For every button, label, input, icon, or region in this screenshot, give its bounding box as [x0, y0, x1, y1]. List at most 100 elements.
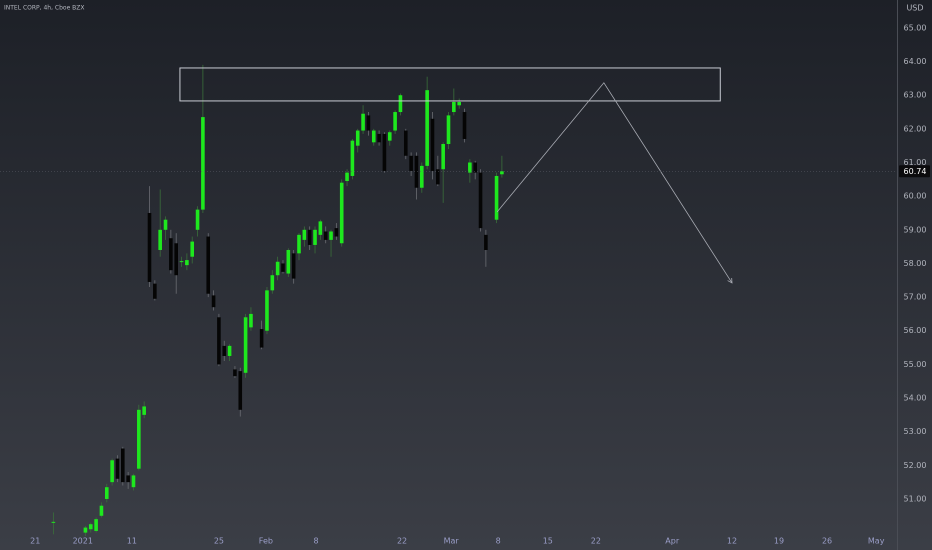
candle-body	[420, 165, 424, 188]
x-tick-label: 19	[774, 537, 784, 546]
candle-body	[361, 113, 365, 131]
candle-body	[302, 229, 307, 240]
x-tick-label: 15	[543, 537, 553, 546]
candle-body	[414, 155, 419, 188]
candle-body	[206, 236, 211, 294]
x-tick-label: Mar	[444, 537, 460, 546]
candle-body	[393, 112, 397, 131]
x-tick-label: 22	[397, 537, 407, 546]
candle-body	[371, 130, 376, 143]
y-tick-label: 59.00	[904, 225, 927, 234]
candle-body	[457, 101, 461, 106]
candle-body	[259, 329, 264, 348]
x-tick-label: 8	[314, 537, 319, 546]
candle-body	[307, 229, 312, 245]
candle-body	[425, 90, 429, 166]
candle-body	[211, 295, 216, 308]
x-tick-label: 26	[822, 537, 832, 546]
candle-body	[137, 409, 141, 469]
candle-body	[195, 209, 200, 230]
candle-body	[334, 228, 339, 237]
y-tick-label: 62.00	[904, 124, 927, 133]
x-tick-label: 21	[30, 537, 40, 546]
x-tick-label: Apr	[665, 537, 680, 546]
candle-body	[462, 112, 467, 139]
y-tick-label: 60.00	[904, 192, 927, 201]
candle-body	[366, 115, 371, 131]
candle-body	[345, 172, 349, 182]
candle-body	[473, 162, 477, 173]
candle-body	[355, 130, 360, 146]
candle-body	[387, 132, 392, 141]
candle-body	[185, 260, 189, 266]
candle-body	[83, 527, 88, 533]
x-tick-label: 12	[727, 537, 737, 546]
candle-body	[313, 229, 317, 245]
candle-body	[286, 249, 291, 274]
candle-body	[115, 458, 120, 479]
x-tick-label: 8	[496, 537, 501, 546]
candle-body	[398, 95, 403, 113]
y-tick-label: 64.00	[904, 57, 927, 66]
candle-body	[179, 261, 184, 263]
candle-body	[377, 133, 381, 143]
candle-body	[500, 171, 504, 175]
x-tick-label: 22	[591, 537, 601, 546]
resistance-zone	[179, 67, 721, 102]
arrow-head	[727, 277, 733, 284]
candle-body	[121, 448, 125, 483]
candle-body	[281, 263, 285, 272]
candle-body	[494, 175, 499, 220]
candle-body	[484, 234, 488, 250]
candle-body	[297, 234, 301, 254]
candle-body	[318, 221, 323, 235]
candle-body	[291, 253, 296, 279]
x-tick-label: 25	[214, 537, 224, 546]
candle-body	[51, 521, 56, 523]
candle-body	[275, 261, 280, 276]
candle-body	[174, 243, 178, 276]
y-tick-label: 51.00	[904, 494, 927, 503]
candle-body	[227, 345, 232, 356]
candle-body	[339, 182, 344, 244]
candle-body	[323, 231, 328, 240]
candle-body	[217, 317, 221, 365]
y-tick-label: 63.00	[904, 91, 927, 100]
y-tick-label: 52.00	[904, 461, 927, 470]
y-tick-label: 53.00	[904, 427, 927, 436]
candle-body	[126, 475, 130, 483]
candle-body	[409, 155, 413, 171]
candle-body	[350, 140, 355, 176]
y-tick-label: 58.00	[904, 259, 927, 268]
candle-body	[147, 212, 152, 282]
candle-body	[110, 460, 114, 483]
candle-body	[104, 487, 109, 499]
x-tick-label: 11	[127, 537, 137, 546]
last-price-label: 60.74	[904, 167, 927, 176]
candle-body	[452, 101, 456, 113]
candle-body	[169, 238, 173, 271]
candle-body	[468, 162, 472, 173]
y-tick-label: 61.00	[904, 158, 927, 167]
candle-body	[153, 283, 157, 299]
candle-body	[403, 130, 408, 156]
candle-body	[243, 317, 248, 373]
candle-body	[441, 144, 445, 170]
candle-body	[190, 241, 195, 257]
candle-body	[436, 169, 440, 185]
y-tick-label: 55.00	[904, 360, 927, 369]
candle-body	[88, 524, 93, 530]
candle-body	[158, 229, 162, 250]
last-price-badge	[899, 165, 930, 178]
currency-label: USD	[906, 4, 923, 13]
candle-body	[94, 519, 98, 531]
x-tick-label: May	[868, 537, 885, 546]
candle-body	[265, 290, 269, 331]
chart-title: INTEL CORP, 4h, Cboe BZX	[4, 5, 85, 12]
y-tick-label: 65.00	[904, 23, 927, 32]
candle-body	[99, 505, 104, 516]
x-tick-label: 2021	[73, 537, 93, 546]
